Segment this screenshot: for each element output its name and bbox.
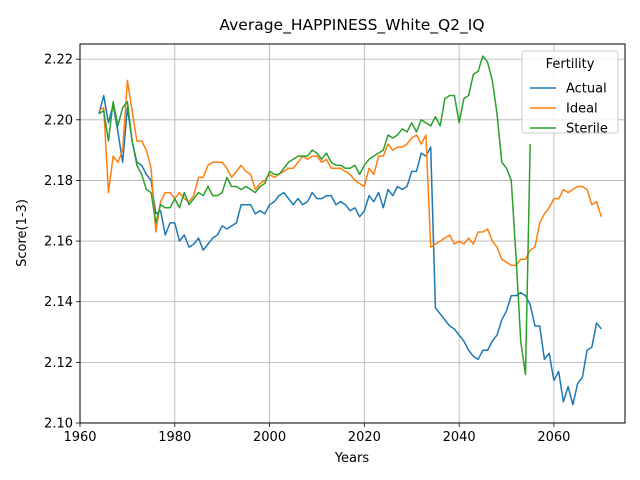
legend-title: Fertility bbox=[546, 57, 595, 72]
legend-label-sterile: Sterile bbox=[566, 122, 608, 137]
axis-ticks: 1960 1980 2000 2020 2040 2060 2.10 2.12 2.14 2.16… bbox=[44, 53, 570, 445]
grid-lines bbox=[79, 44, 625, 424]
y-tick-label: 2.12 bbox=[44, 356, 73, 371]
plot-area-frame bbox=[79, 43, 626, 424]
x-axis-label: Years bbox=[334, 451, 370, 466]
y-tick-label: 2.22 bbox=[44, 53, 73, 68]
legend-entries: Actual Ideal Sterile bbox=[530, 82, 608, 137]
y-tick-label: 2.18 bbox=[44, 174, 73, 189]
x-tick-label: 1960 bbox=[63, 430, 96, 445]
legend-label-actual: Actual bbox=[566, 82, 607, 97]
chart-title: Average_HAPPINESS_White_Q2_IQ bbox=[219, 16, 484, 35]
y-tick-label: 2.20 bbox=[44, 113, 73, 128]
x-tick-label: 1980 bbox=[158, 430, 191, 445]
x-tick-label: 2040 bbox=[443, 430, 476, 445]
x-tick-label: 2020 bbox=[348, 430, 381, 445]
series-line-sterile bbox=[98, 55, 531, 376]
legend-box bbox=[521, 50, 619, 134]
x-tick-label: 2060 bbox=[537, 430, 570, 445]
y-axis-label: Score(1-3) bbox=[15, 199, 30, 267]
x-tick-label: 2000 bbox=[253, 430, 286, 445]
y-tick-label: 2.10 bbox=[44, 417, 73, 432]
legend-label-ideal: Ideal bbox=[566, 102, 598, 117]
legend: Fertility Actual Ideal Sterile bbox=[521, 50, 619, 137]
y-tick-label: 2.16 bbox=[44, 235, 73, 250]
y-tick-label: 2.14 bbox=[44, 295, 73, 310]
series-layer bbox=[98, 55, 603, 406]
